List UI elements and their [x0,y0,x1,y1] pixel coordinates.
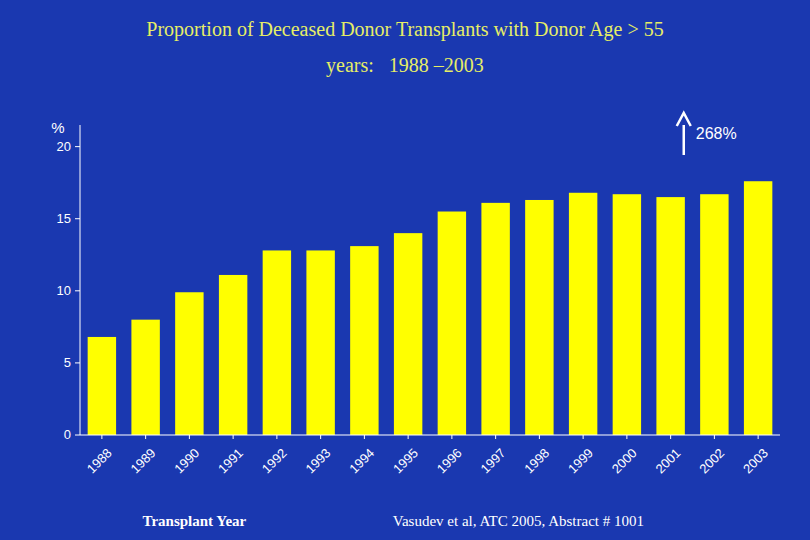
x-tick [758,435,759,439]
bar [656,197,684,435]
x-tick-label: 2001 [652,445,683,476]
x-tick-label: 1999 [565,445,596,476]
x-tick [670,435,671,439]
bar [613,194,641,435]
x-tick-label: 1995 [390,445,421,476]
x-tick [233,435,234,439]
x-tick-label: 1991 [215,445,246,476]
y-tick [75,290,80,291]
x-tick-label: 1992 [259,445,290,476]
x-tick [276,435,277,439]
annotation: 268% [696,125,737,142]
x-tick-label: 2003 [740,445,771,476]
y-tick-label: 0 [64,427,71,442]
x-tick-label: 1996 [434,445,465,476]
source-note: Vasudev et al, ATC 2005, Abstract # 1001 [393,513,644,529]
bar [525,200,553,435]
bar [394,233,422,435]
bar [438,212,466,435]
y-tick [75,218,80,219]
y-tick-label: 20 [57,139,71,154]
bar [219,275,247,435]
x-tick-label: 1997 [477,445,508,476]
bar [569,193,597,435]
bar [481,203,509,435]
annotation-arrow-head [677,113,691,126]
bar [700,194,728,435]
x-tick [364,435,365,439]
x-tick [320,435,321,439]
x-tick [189,435,190,439]
x-tick-label: 1994 [346,445,377,476]
x-axis-line [80,434,780,435]
x-tick [495,435,496,439]
x-tick-label: 2002 [696,445,727,476]
y-tick-label: 5 [64,355,71,370]
chart: Proportion of Deceased Donor Transplants… [0,0,810,540]
x-tick [626,435,627,439]
y-label: % [51,119,64,136]
x-tick [714,435,715,439]
y-tick-label: 15 [57,211,71,226]
x-tick-label: 1989 [127,445,158,476]
x-label: Transplant Year [143,513,247,529]
x-tick [145,435,146,439]
x-tick-label: 1998 [521,445,552,476]
y-tick [75,362,80,363]
subtitle: years: 1988 –2003 [326,54,484,77]
x-tick [451,435,452,439]
background [0,0,810,540]
x-tick-label: 1990 [171,445,202,476]
bar [131,320,159,435]
x-tick [101,435,102,439]
y-tick-label: 10 [57,283,71,298]
y-tick [75,146,80,147]
x-tick [408,435,409,439]
bar [263,250,291,435]
bar [175,292,203,435]
x-tick [583,435,584,439]
annotation-arrow [683,125,686,155]
bar [350,246,378,435]
bar [88,337,116,435]
y-tick [75,435,80,436]
title: Proportion of Deceased Donor Transplants… [146,18,663,41]
bar [306,250,334,435]
x-tick-label: 2000 [609,445,640,476]
y-axis-line [80,125,81,435]
x-tick-label: 1988 [84,445,115,476]
x-tick [539,435,540,439]
x-tick-label: 1993 [302,445,333,476]
bar [744,181,772,435]
bars [88,181,773,435]
